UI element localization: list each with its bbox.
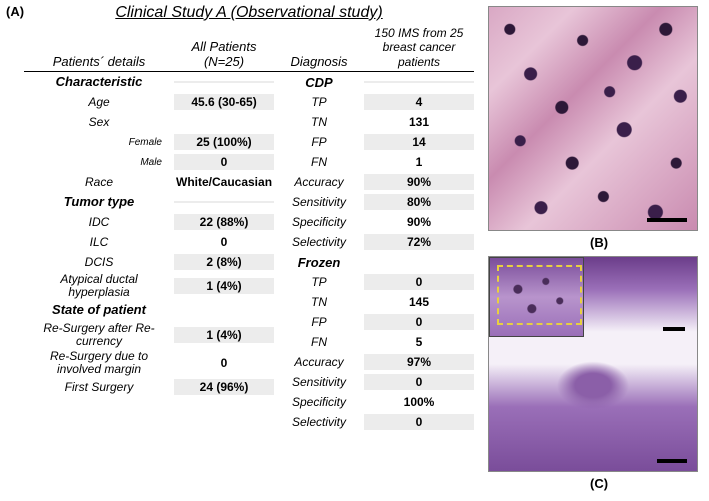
hdr-diagnosis: Diagnosis [274, 54, 364, 69]
value-age: 45.6 (30-65) [174, 94, 274, 110]
label-cdp-fp: FP [274, 134, 364, 150]
value-frz-acc: 97% [364, 354, 474, 370]
label-cdp-fn: FN [274, 154, 364, 170]
cell-blank [174, 201, 274, 203]
label-frz-tn: TN [274, 294, 364, 310]
label-frz-sel: Selectivity [274, 414, 364, 430]
section-frozen: Frozen [274, 254, 364, 271]
cell-blank [174, 121, 274, 123]
value-frz-spe: 100% [364, 394, 474, 410]
value-cdp-tn: 131 [364, 114, 474, 130]
value-ilc: 0 [174, 234, 274, 250]
label-resmar: Re-Surgery due to involved margin [24, 349, 174, 377]
right-block: CDP TP4 TN131 FP14 FN1 Accuracy90% Sensi… [274, 72, 474, 432]
label-cdp-sen: Sensitivity [274, 194, 364, 210]
label-cdp-spe: Specificity [274, 214, 364, 230]
value-race: White/Caucasian [174, 174, 274, 190]
label-frz-sen: Sensitivity [274, 374, 364, 390]
cell-blank [364, 81, 474, 83]
hdr-all-patients: All Patients (N=25) [174, 39, 274, 69]
label-idc: IDC [24, 215, 174, 230]
value-dcis: 2 (8%) [174, 254, 274, 270]
inset-source-box [497, 265, 582, 325]
section-tumor: Tumor type [24, 194, 174, 210]
label-frz-spe: Specificity [274, 394, 364, 410]
value-frz-fn: 5 [364, 334, 474, 350]
histology-texture-c [489, 257, 697, 471]
panel-label-c: (C) [590, 476, 608, 491]
label-sex: Sex [24, 115, 174, 130]
label-ilc: ILC [24, 235, 174, 250]
label-male: Male [24, 156, 174, 169]
value-cdp-fp: 14 [364, 134, 474, 150]
value-cdp-acc: 90% [364, 174, 474, 190]
value-female: 25 (100%) [174, 134, 274, 150]
value-cdp-sen: 80% [364, 194, 474, 210]
label-first: First Surgery [24, 380, 174, 395]
value-cdp-fn: 1 [364, 154, 474, 170]
scalebar-icon [657, 459, 687, 463]
scalebar-icon [663, 327, 685, 331]
value-idc: 22 (88%) [174, 214, 274, 230]
histology-texture-b [489, 7, 697, 230]
value-frz-sen: 0 [364, 374, 474, 390]
label-cdp-tn: TN [274, 114, 364, 130]
value-cdp-spe: 90% [364, 214, 474, 230]
hdr-ims: 150 IMS from 25 breast cancer patients [364, 26, 474, 69]
value-first: 24 (96%) [174, 379, 274, 395]
label-age: Age [24, 95, 174, 110]
scalebar-icon [647, 218, 687, 222]
label-dcis: DCIS [24, 255, 174, 270]
value-resrec: 1 (4%) [174, 327, 274, 343]
label-resrec: Re-Surgery after Re-currency [24, 321, 174, 349]
study-title: Clinical Study A (Observational study) [24, 4, 474, 26]
value-cdp-sel: 72% [364, 234, 474, 250]
hdr-patients-details: Patients´ details [24, 54, 174, 69]
label-race: Race [24, 175, 174, 190]
value-male: 0 [174, 154, 274, 170]
section-characteristic: Characteristic [24, 74, 174, 90]
label-cdp-acc: Accuracy [274, 174, 364, 190]
value-frz-sel: 0 [364, 414, 474, 430]
section-state: State of patient [24, 302, 174, 318]
header-row: Patients´ details All Patients (N=25) Di… [24, 26, 474, 72]
label-frz-tp: TP [274, 274, 364, 290]
section-cdp: CDP [274, 74, 364, 91]
value-adh: 1 (4%) [174, 278, 274, 294]
histology-image-c [488, 256, 698, 472]
data-rows: Characteristic Age45.6 (30-65) Sex Femal… [24, 72, 474, 432]
value-frz-fp: 0 [364, 314, 474, 330]
panel-label-b: (B) [590, 235, 608, 250]
label-female: Female [24, 136, 174, 149]
label-frz-fp: FP [274, 314, 364, 330]
value-cdp-tp: 4 [364, 94, 474, 110]
histology-image-b [488, 6, 698, 231]
value-resmar: 0 [174, 355, 274, 371]
cell-blank [364, 261, 474, 263]
label-cdp-sel: Selectivity [274, 234, 364, 250]
left-block: Characteristic Age45.6 (30-65) Sex Femal… [24, 72, 274, 432]
label-adh: Atypical ductal hyperplasia [24, 272, 174, 300]
clinical-table: Clinical Study A (Observational study) P… [24, 4, 474, 494]
label-cdp-tp: TP [274, 94, 364, 110]
cell-blank [174, 81, 274, 83]
cell-blank [174, 310, 274, 312]
value-frz-tp: 0 [364, 274, 474, 290]
label-frz-acc: Accuracy [274, 354, 364, 370]
label-frz-fn: FN [274, 334, 364, 350]
panel-label-a: (A) [6, 4, 24, 19]
value-frz-tn: 145 [364, 294, 474, 310]
